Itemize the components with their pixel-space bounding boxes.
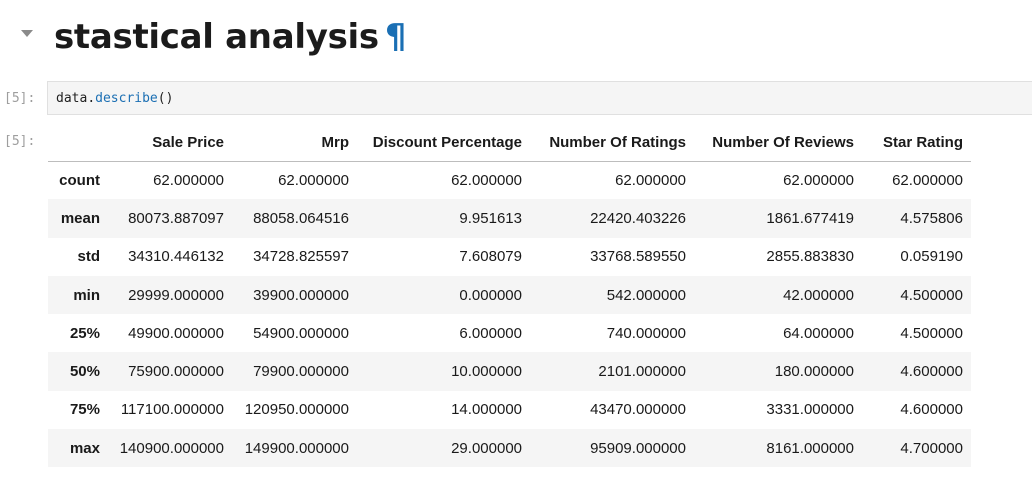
table-cell: 7.608079 — [459, 248, 522, 266]
table-row: max 140900.000000 149900.000000 29.00000… — [48, 429, 971, 468]
table-cell: 62.000000 — [615, 171, 686, 189]
row-index: 75% — [69, 401, 100, 419]
table-cell: 80073.887097 — [128, 209, 224, 227]
describe-output-table: Sale Price Mrp Discount Percentage Numbe… — [48, 124, 971, 468]
table-cell: 4.700000 — [900, 439, 963, 457]
column-header-number-of-ratings: Number Of Ratings — [530, 124, 694, 162]
table-row: std 34310.446132 34728.825597 7.608079 3… — [48, 238, 971, 276]
table-cell: 4.500000 — [900, 286, 963, 304]
row-index: 25% — [69, 324, 100, 342]
table-row: min 29999.000000 39900.000000 0.000000 5… — [48, 275, 971, 315]
table-row: 75% 117100.000000 120950.000000 14.00000… — [48, 391, 971, 429]
table-cell: 2855.883830 — [766, 248, 854, 266]
table-cell: 95909.000000 — [590, 439, 686, 457]
markdown-heading-cell: stastical analysis ¶ — [0, 14, 1032, 62]
row-index: mean — [60, 209, 100, 227]
column-header-sale-price: Sale Price — [108, 124, 232, 162]
table-cell: 8161.000000 — [766, 439, 854, 457]
table-cell: 29999.000000 — [128, 286, 224, 304]
code-dot: . — [87, 91, 96, 106]
row-index: 50% — [69, 363, 100, 381]
code-parens: () — [157, 91, 174, 106]
table-cell: 88058.064516 — [253, 209, 349, 227]
row-index: min — [73, 286, 100, 304]
table-cell: 4.600000 — [900, 401, 963, 419]
table-cell: 79900.000000 — [253, 363, 349, 381]
table-row: 50% 75900.000000 79900.000000 10.000000 … — [48, 352, 971, 391]
table-cell: 75900.000000 — [128, 363, 224, 381]
table-cell: 42.000000 — [783, 286, 854, 304]
table-cell: 29.000000 — [451, 439, 522, 457]
table-cell: 39900.000000 — [253, 286, 349, 304]
table-cell: 542.000000 — [606, 286, 686, 304]
heading-anchor-link[interactable]: ¶ — [384, 17, 407, 57]
table-cell: 2101.000000 — [598, 363, 686, 381]
table-cell: 0.000000 — [459, 286, 522, 304]
section-heading: stastical analysis ¶ — [54, 14, 406, 60]
table-cell: 4.575806 — [900, 209, 963, 227]
table-cell: 62.000000 — [783, 171, 854, 189]
table-cell: 4.600000 — [900, 363, 963, 381]
table-cell: 62.000000 — [451, 171, 522, 189]
table-cell: 120950.000000 — [244, 401, 349, 419]
table-cell: 149900.000000 — [244, 439, 349, 457]
table-cell: 9.951613 — [459, 209, 522, 227]
table-cell: 10.000000 — [451, 363, 522, 381]
table-cell: 34728.825597 — [253, 248, 349, 266]
table-cell: 740.000000 — [606, 324, 686, 342]
table-cell: 1861.677419 — [766, 209, 854, 227]
table-cell: 49900.000000 — [128, 324, 224, 342]
table-cell: 62.000000 — [153, 171, 224, 189]
output-prompt: [5]: — [4, 134, 36, 149]
table-cell: 0.059190 — [900, 248, 963, 266]
table-row: 25% 49900.000000 54900.000000 6.000000 7… — [48, 314, 971, 352]
table-row: mean 80073.887097 88058.064516 9.951613 … — [48, 199, 971, 238]
table-cell: 43470.000000 — [590, 401, 686, 419]
column-header-discount-percentage: Discount Percentage — [357, 124, 530, 162]
column-header-mrp: Mrp — [232, 124, 357, 162]
table-cell: 34310.446132 — [128, 248, 224, 266]
table-cell: 62.000000 — [892, 171, 963, 189]
collapse-caret-icon[interactable] — [21, 30, 33, 37]
input-prompt: [5]: — [4, 91, 36, 106]
row-index: std — [77, 248, 101, 266]
table-cell: 6.000000 — [459, 324, 522, 342]
table-cell: 4.500000 — [900, 324, 963, 342]
table-cell: 14.000000 — [451, 401, 522, 419]
column-header-number-of-reviews: Number Of Reviews — [694, 124, 862, 162]
code-object: data — [56, 91, 88, 106]
row-index: count — [59, 171, 100, 189]
code-line: data.describe() — [56, 90, 173, 107]
table-cell: 180.000000 — [774, 363, 854, 381]
table-cell: 62.000000 — [278, 171, 349, 189]
table-cell: 117100.000000 — [120, 401, 224, 419]
table-header-row: Sale Price Mrp Discount Percentage Numbe… — [48, 124, 971, 162]
column-header-star-rating: Star Rating — [862, 124, 971, 162]
code-method: describe — [95, 91, 158, 106]
row-index: max — [69, 439, 100, 457]
table-cell: 3331.000000 — [766, 401, 854, 419]
table-cell: 140900.000000 — [119, 439, 224, 457]
index-header — [48, 124, 108, 162]
heading-title: stastical analysis — [54, 17, 379, 57]
code-cell-editor[interactable]: data.describe() — [47, 81, 1032, 115]
table-cell: 22420.403226 — [590, 209, 686, 227]
table-cell: 33768.589550 — [590, 248, 686, 266]
table-cell: 54900.000000 — [253, 324, 349, 342]
table-row: count 62.000000 62.000000 62.000000 62.0… — [48, 161, 971, 199]
table-cell: 64.000000 — [783, 324, 854, 342]
